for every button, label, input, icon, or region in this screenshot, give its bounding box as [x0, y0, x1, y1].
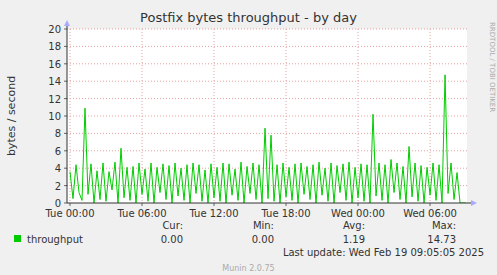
data-group: [70, 75, 466, 203]
grid-line: [430, 29, 431, 203]
axis-arrow: [471, 200, 477, 206]
legend-header: Avg:: [343, 220, 365, 231]
tick-label: 4: [55, 163, 61, 174]
grid-line: [67, 63, 467, 64]
legend-swatch: [14, 235, 21, 242]
grid-line: [286, 29, 287, 203]
tick-label: 2: [55, 181, 61, 192]
background: [0, 0, 497, 275]
axis-arrow: [64, 20, 70, 26]
y-axis: [67, 23, 68, 203]
grid-line: [142, 29, 143, 203]
tick-label: Wed 06:00: [403, 208, 457, 219]
footer: Last update: Wed Feb 19 09:05:05 2025: [283, 247, 484, 258]
tick-label: 8: [55, 128, 61, 139]
grid-line: [358, 29, 359, 203]
tick-label: 16: [48, 59, 61, 70]
tick-label: 10: [48, 111, 61, 122]
chart: Postfix bytes throughput - by day bytes /…: [0, 0, 497, 275]
title: Postfix bytes throughput - by day: [140, 10, 357, 25]
tick-label: 18: [48, 41, 61, 52]
x-axis: [67, 203, 471, 204]
legend-label: throughput: [27, 234, 83, 245]
grid-line: [214, 29, 215, 203]
grid-line: [67, 98, 467, 99]
legend-value: 0.00: [252, 234, 274, 245]
tick-label: Tue 00:00: [44, 208, 94, 219]
legend-value: 0.00: [161, 234, 183, 245]
y-label: bytes / second: [5, 76, 18, 156]
legend-header: Min:: [253, 220, 274, 231]
legend-header: Cur:: [162, 220, 183, 231]
legend-header: Max:: [432, 220, 456, 231]
credit: Munin 2.0.75: [222, 264, 274, 273]
tick-label: Tue 06:00: [116, 208, 166, 219]
tick-label: 20: [48, 24, 61, 35]
tick-label: 14: [48, 76, 61, 87]
tick-label: Tue 12:00: [188, 208, 238, 219]
tick-label: 12: [48, 94, 61, 105]
grid-line: [67, 150, 467, 151]
legend-value: 1.19: [343, 234, 365, 245]
tick-label: Wed 00:00: [331, 208, 385, 219]
grid-line: [67, 116, 467, 117]
grid-line: [67, 133, 467, 134]
legend-value: 14.73: [427, 234, 456, 245]
tick-label: 6: [55, 146, 61, 157]
grid-line: [67, 29, 467, 30]
plot-area: [67, 29, 467, 203]
grid-line: [67, 81, 467, 82]
series-line: [70, 75, 466, 203]
watermark: RRDTOOL / TOBI OETIKER: [488, 22, 496, 112]
grid-line: [67, 46, 467, 47]
tick-label: Tue 18:00: [260, 208, 310, 219]
